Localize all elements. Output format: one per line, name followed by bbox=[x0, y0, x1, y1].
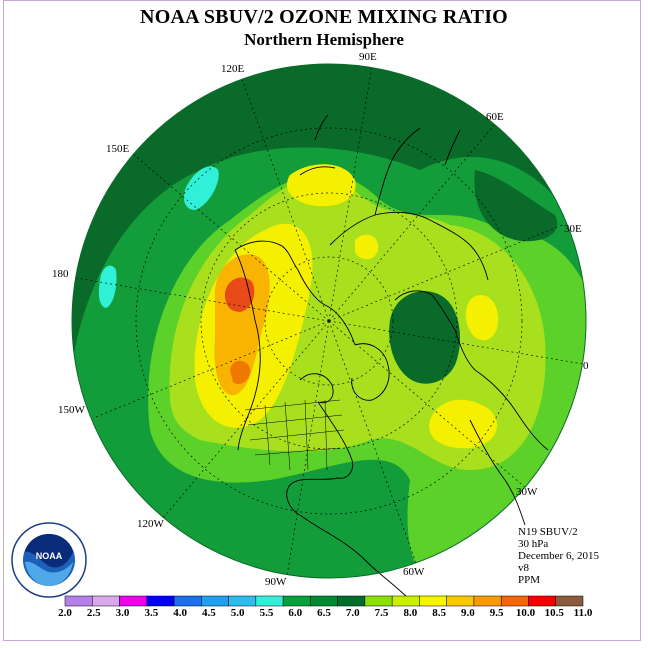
info-level: 30 hPa bbox=[518, 538, 549, 550]
map-title: NOAA SBUV/2 OZONE MIXING RATIO bbox=[140, 6, 508, 28]
colorbar bbox=[64, 595, 584, 607]
map-subtitle: Northern Hemisphere bbox=[244, 30, 404, 49]
colorbar-tick-label: 7.5 bbox=[374, 607, 389, 619]
info-date: December 6, 2015 bbox=[518, 550, 599, 562]
ozone-band-dark-orange-south bbox=[230, 360, 251, 385]
colorbar-tick-label: 6.0 bbox=[288, 607, 303, 619]
colorbar-swatch bbox=[173, 595, 202, 607]
lon-label-30w: 30W bbox=[516, 486, 538, 498]
colorbar-tick-label: 9.5 bbox=[489, 607, 504, 619]
colorbar-tick-label: 5.5 bbox=[259, 607, 274, 619]
state-boundaries bbox=[244, 399, 345, 471]
colorbar-swatch bbox=[364, 595, 393, 607]
colorbar-swatch bbox=[555, 595, 584, 607]
colorbar-swatch bbox=[473, 595, 502, 607]
colorbar-tick-label: 4.5 bbox=[202, 607, 216, 619]
ozone-band-yellow-center bbox=[355, 234, 379, 260]
colorbar-swatch bbox=[419, 595, 447, 607]
page-frame bbox=[3, 0, 641, 641]
lon-label-150w: 150W bbox=[58, 404, 85, 416]
lon-label-180: 180 bbox=[52, 268, 69, 280]
colorbar-tick-label: 10.5 bbox=[544, 607, 564, 619]
lon-label-120w: 120W bbox=[137, 518, 164, 530]
lon-label-90e: 90E bbox=[359, 51, 377, 63]
colorbar-tick-label: 2.0 bbox=[58, 607, 72, 619]
colorbar-tick-label: 8.0 bbox=[403, 607, 418, 619]
colorbar-swatch bbox=[310, 595, 338, 607]
info-units: PPM bbox=[518, 574, 541, 586]
lon-label-150e: 150E bbox=[106, 143, 130, 155]
lon-label-90w: 90W bbox=[265, 576, 287, 588]
ozone-band-yellow-north bbox=[286, 164, 356, 207]
colorbar-tick-label: 7.0 bbox=[345, 607, 360, 619]
info-version: v8 bbox=[518, 562, 529, 574]
colorbar-tick-label: 3.5 bbox=[144, 607, 159, 619]
ozone-band-cyan-west bbox=[98, 265, 117, 308]
ozone-field bbox=[72, 64, 586, 578]
colorbar-tick-label: 11.0 bbox=[573, 607, 593, 619]
lon-label-30e: 30E bbox=[564, 223, 582, 235]
info-satellite: N19 SBUV/2 bbox=[518, 526, 578, 538]
colorbar-tick-label: 2.5 bbox=[86, 607, 101, 619]
colorbar-swatch bbox=[92, 595, 120, 607]
colorbar-swatch bbox=[228, 595, 257, 607]
colorbar-tick-label: 4.0 bbox=[173, 607, 187, 619]
colorbar-swatch bbox=[500, 595, 529, 607]
colorbar-swatch bbox=[391, 595, 420, 607]
colorbar-swatch bbox=[446, 595, 475, 607]
colorbar-tick-label: 9.0 bbox=[461, 607, 475, 619]
lon-label-120e: 120E bbox=[221, 63, 245, 75]
lon-label-60e: 60E bbox=[486, 111, 504, 123]
colorbar-tick-label: 5.0 bbox=[230, 607, 245, 619]
noaa-logo-text: NOAA bbox=[36, 551, 63, 561]
colorbar-swatch bbox=[255, 595, 284, 607]
colorbar-tick-label: 10.0 bbox=[515, 607, 536, 619]
ozone-band-dark-green-northeast bbox=[474, 170, 558, 242]
colorbar-swatch bbox=[337, 595, 366, 607]
colorbar-tick-label: 3.0 bbox=[115, 607, 130, 619]
info-block: N19 SBUV/2 30 hPa December 6, 2015 v8 PP… bbox=[518, 526, 599, 586]
ozone-band-yellow-south-east bbox=[429, 399, 498, 449]
noaa-logo: NOAA bbox=[11, 522, 87, 598]
ozone-band-cyan-north bbox=[183, 166, 219, 210]
colorbar-swatch bbox=[119, 595, 148, 607]
colorbar-swatch bbox=[282, 595, 311, 607]
coastlines bbox=[234, 114, 549, 601]
ozone-band-dark-orange-north bbox=[225, 277, 255, 312]
colorbar-swatch bbox=[528, 595, 556, 607]
colorbar-tick-label: 6.5 bbox=[317, 607, 331, 619]
globe-outline bbox=[71, 63, 587, 579]
colorbar-swatch bbox=[201, 595, 229, 607]
lon-label-60w: 60W bbox=[403, 566, 425, 578]
colorbar-tick-label: 8.5 bbox=[432, 607, 446, 619]
colorbar-swatch bbox=[146, 595, 175, 607]
lon-label-0: 0 bbox=[583, 360, 589, 372]
ozone-band-yellow-east bbox=[465, 295, 499, 341]
